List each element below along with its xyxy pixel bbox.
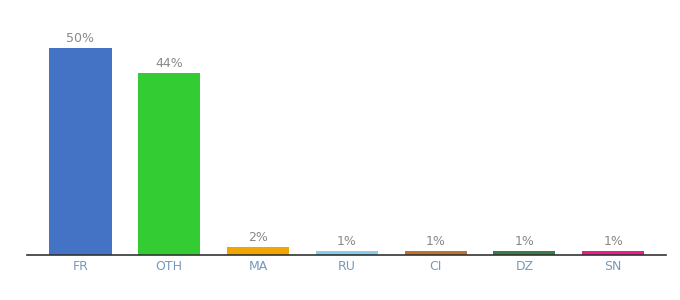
Bar bbox=[316, 251, 378, 255]
Bar bbox=[582, 251, 644, 255]
Bar bbox=[138, 73, 201, 255]
Text: 2%: 2% bbox=[248, 231, 268, 244]
Bar bbox=[227, 247, 289, 255]
Text: 1%: 1% bbox=[514, 235, 534, 248]
Text: 1%: 1% bbox=[603, 235, 623, 248]
Bar bbox=[493, 251, 556, 255]
Bar bbox=[405, 251, 466, 255]
Text: 1%: 1% bbox=[337, 235, 357, 248]
Text: 44%: 44% bbox=[155, 57, 183, 70]
Text: 50%: 50% bbox=[67, 32, 95, 45]
Bar bbox=[50, 48, 112, 255]
Text: 1%: 1% bbox=[426, 235, 445, 248]
